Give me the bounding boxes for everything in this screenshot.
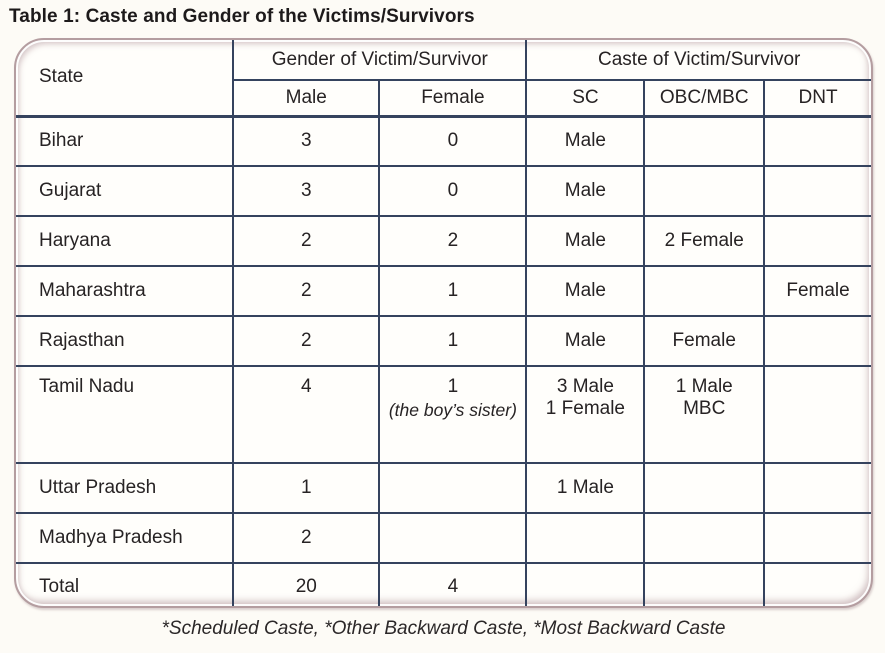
table-body: Bihar 3 0 Male Gujarat 3 0 Male Haryana … [16, 116, 871, 606]
female-note: (the boy’s sister) [388, 400, 517, 420]
table-row: Rajasthan 2 1 Male Female [16, 316, 871, 367]
table-row: Total 20 4 [16, 563, 871, 606]
male-count-cell: 2 [233, 216, 381, 267]
male-count-cell: 2 [233, 513, 381, 564]
table-row: Uttar Pradesh 1 1 Male [16, 463, 871, 514]
dnt-cell: Female [764, 266, 871, 317]
table-row: Tamil Nadu 4 1 (the boy’s sister) 3 Male … [16, 366, 871, 464]
female-count: 1 [447, 376, 459, 397]
obc-mbc-cell [644, 266, 766, 317]
sc-cell: Male [526, 216, 646, 267]
state-cell: Bihar [16, 116, 235, 167]
table-frame: State Gender of Victim/Survivor Caste of… [14, 38, 873, 608]
header-dnt: DNT [764, 80, 871, 118]
female-count-cell: 4 [379, 563, 528, 606]
female-count: 2 [447, 230, 459, 251]
header-female: Female [379, 80, 528, 118]
female-count-cell: 0 [379, 166, 528, 217]
male-count-cell: 2 [233, 266, 381, 317]
obc-mbc-cell [644, 513, 766, 564]
dnt-cell [764, 463, 871, 514]
state-cell: Tamil Nadu [16, 366, 235, 464]
obc-mbc-cell [644, 166, 766, 217]
caste-gender-table: State Gender of Victim/Survivor Caste of… [16, 40, 871, 606]
male-count-cell: 3 [233, 116, 381, 167]
table-row: Haryana 2 2 Male 2 Female [16, 216, 871, 267]
female-count: 4 [447, 576, 459, 597]
state-cell: Uttar Pradesh [16, 463, 235, 514]
footnote: *Scheduled Caste, *Other Backward Caste,… [161, 618, 726, 639]
state-cell: Haryana [16, 216, 235, 267]
table-row: Maharashtra 2 1 Male Female [16, 266, 871, 317]
state-cell: Gujarat [16, 166, 235, 217]
female-count-cell: 1 [379, 316, 528, 367]
dnt-cell [764, 116, 871, 167]
state-cell: Total [16, 563, 235, 606]
sc-cell: 1 Male [526, 463, 646, 514]
female-count-cell: 0 [379, 116, 528, 167]
obc-mbc-cell [644, 116, 766, 167]
table-row: Bihar 3 0 Male [16, 116, 871, 167]
sc-cell: Male [526, 316, 646, 367]
sc-cell [526, 513, 646, 564]
male-count-cell: 20 [233, 563, 381, 606]
sc-cell [526, 563, 646, 606]
obc-mbc-cell [644, 463, 766, 514]
male-count-cell: 1 [233, 463, 381, 514]
female-count: 0 [447, 130, 459, 152]
state-cell: Maharashtra [16, 266, 235, 317]
male-count-cell: 2 [233, 316, 381, 367]
dnt-cell [764, 316, 871, 367]
header-state: State [16, 40, 235, 118]
female-count-cell [379, 463, 528, 514]
sc-cell: Male [526, 166, 646, 217]
male-count-cell: 4 [233, 366, 381, 464]
obc-mbc-cell: Female [644, 316, 766, 367]
dnt-cell [764, 216, 871, 267]
female-count-cell: 1 (the boy’s sister) [379, 366, 528, 464]
header-male: Male [233, 80, 381, 118]
header-sc: SC [526, 80, 646, 118]
dnt-cell [764, 366, 871, 464]
female-count: 1 [447, 330, 459, 351]
dnt-cell [764, 513, 871, 564]
female-count-cell: 1 [379, 266, 528, 317]
header-obc-mbc: OBC/MBC [644, 80, 766, 118]
sc-cell: Male [526, 116, 646, 167]
female-count-cell: 2 [379, 216, 528, 267]
table-header: State Gender of Victim/Survivor Caste of… [16, 40, 871, 118]
obc-mbc-cell: 1 Male MBC [644, 366, 766, 464]
dnt-cell [764, 166, 871, 217]
female-count: 0 [447, 180, 459, 201]
state-cell: Rajasthan [16, 316, 235, 367]
female-count: 1 [447, 280, 459, 301]
table-row: Madhya Pradesh 2 [16, 513, 871, 564]
header-sub-row: Male Female SC OBC/MBC DNT [16, 80, 871, 118]
table-title: Table 1: Caste and Gender of the Victims… [9, 6, 475, 27]
sc-cell: 3 Male 1 Female [526, 366, 646, 464]
state-cell: Madhya Pradesh [16, 513, 235, 564]
header-gender-group: Gender of Victim/Survivor [233, 40, 528, 81]
sc-cell: Male [526, 266, 646, 317]
obc-mbc-cell: 2 Female [644, 216, 766, 267]
header-group-row: State Gender of Victim/Survivor Caste of… [16, 40, 871, 118]
table-row: Gujarat 3 0 Male [16, 166, 871, 217]
obc-mbc-cell [644, 563, 766, 606]
header-caste-group: Caste of Victim/Survivor [526, 40, 871, 81]
male-count-cell: 3 [233, 166, 381, 217]
female-count-cell [379, 513, 528, 564]
dnt-cell [764, 563, 871, 606]
